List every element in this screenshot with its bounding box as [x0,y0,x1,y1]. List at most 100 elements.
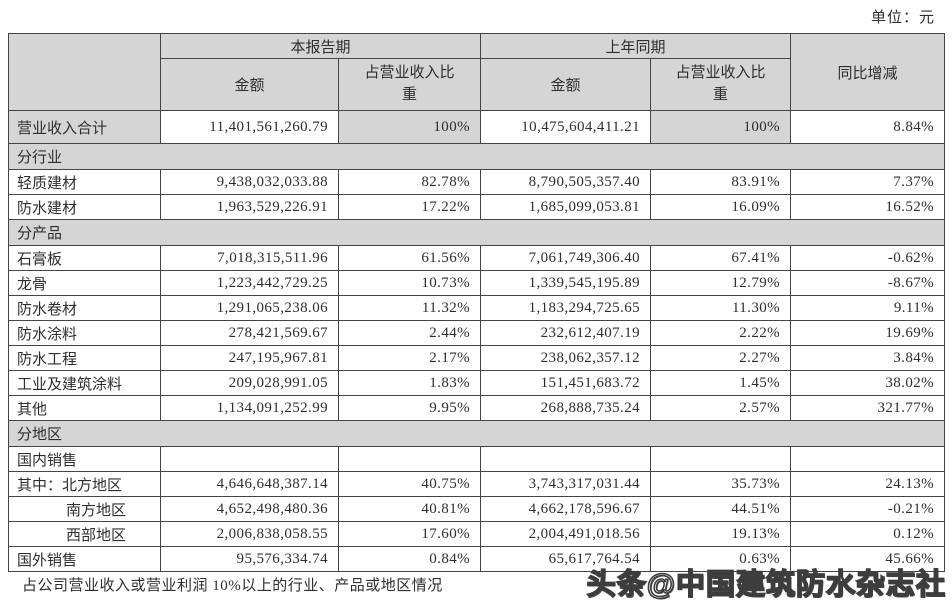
cur-pct-cell: 100% [337,110,482,144]
table-row: 南方地区 4,652,498,480.36 40.81% 4,662,178,596.… [8,496,946,522]
prior-pct-cell: 16.09% [650,194,792,220]
cur-amount-cell: 209,028,991.05 [160,370,339,396]
table-row: 国外销售 95,576,334.74 0.84% 65,617,764.54 0.63%… [8,546,946,572]
table-row: 防水卷材 1,291,065,238.06 11.32% 1,183,294,725.… [8,295,946,321]
cur-amount-cell: 1,223,442,729.25 [160,270,339,296]
table-row: 国内销售 [8,446,946,472]
prior-amount-cell: 151,451,683.72 [480,370,652,396]
cur-amount-cell: 7,018,315,511.96 [160,245,339,271]
cur-pct-cell: 17.22% [337,194,482,220]
row-label-cell: 龙骨 [8,270,161,296]
prior-pct-cell: 2.22% [650,320,792,346]
cur-pct-cell: 82.78% [337,169,482,195]
footer-note: 占公司营业收入或营业利润 10%以上的行业、产品或地区情况 [22,578,443,594]
prior-amount-header: 金额 [480,58,652,111]
revenue-table: 本报告期 上年同期 同比增减 金额 占营业收入比重 金额 占营业收入比重 营业收… [7,33,946,572]
row-label-cell: 南方地区 [8,496,161,522]
prior-pct-cell: 83.91% [650,169,792,195]
row-label-cell: 其他 [8,395,161,421]
unit-label: 单位：元 [870,10,935,26]
current-amount-header: 金额 [160,58,339,111]
row-label-cell: 其中：北方地区 [8,471,161,497]
table-row: 其他 1,134,091,252.99 9.95% 268,888,735.24 2.5… [8,395,946,421]
prior-amount-cell: 10,475,604,411.21 [480,110,652,144]
table-row: 西部地区 2,006,838,058.55 17.60% 2,004,491,018.… [8,521,946,547]
prior-pct-cell: 1.45% [650,370,792,396]
section-label: 分产品 [7,219,946,246]
cur-amount-cell: 247,195,967.81 [160,345,339,371]
row-label-cell: 防水建材 [8,194,161,220]
table-row: 石膏板 7,018,315,511.96 61.56% 7,061,749,306.4… [8,245,946,271]
yoy-header: 同比增减 [790,33,946,111]
section-row: 分地区 [7,420,946,447]
table-row: 龙骨 1,223,442,729.25 10.73% 1,339,545,195.89… [8,270,946,296]
yoy-cell: 38.02% [790,370,946,396]
prior-amount-cell: 1,685,099,053.81 [480,194,652,220]
prior-amount-cell: 238,062,357.12 [480,345,652,371]
cur-pct-cell: 2.17% [337,345,482,371]
cur-amount-cell: 1,134,091,252.99 [160,395,339,421]
yoy-cell: 24.13% [790,471,946,497]
current-pct-header: 占营业收入比重 [337,58,482,111]
prior-pct-cell: 2.27% [650,345,792,371]
cur-pct-cell [337,446,482,472]
section-row: 分行业 [7,143,946,170]
row-label-cell: 国内销售 [8,446,161,472]
prior-period-header: 上年同期 [480,33,792,59]
yoy-cell: 9.11% [790,295,946,321]
cur-amount-cell: 4,646,648,387.14 [160,471,339,497]
section-label: 分地区 [7,420,946,447]
prior-pct-cell: 100% [650,110,792,144]
prior-pct-cell [650,446,792,472]
row-label-cell: 防水工程 [8,345,161,371]
table-row: 防水建材 1,963,529,226.91 17.22% 1,685,099,053.… [8,194,946,220]
prior-amount-cell [480,446,652,472]
prior-amount-cell: 268,888,735.24 [480,395,652,421]
yoy-cell: 16.52% [790,194,946,220]
row-label-cell: 西部地区 [8,521,161,547]
section-row: 分产品 [7,219,946,246]
row-label-cell: 防水涂料 [8,320,161,346]
prior-pct-cell: 11.30% [650,295,792,321]
table-row: 工业及建筑涂料 209,028,991.05 1.83% 151,451,683.72… [8,370,946,396]
yoy-cell: 8.84% [790,110,946,144]
prior-pct-cell: 12.79% [650,270,792,296]
prior-amount-cell: 1,339,545,195.89 [480,270,652,296]
prior-pct-cell: 44.51% [650,496,792,522]
cur-amount-cell [160,446,339,472]
yoy-cell: -0.62% [790,245,946,271]
cur-amount-cell: 11,401,561,260.79 [160,110,339,144]
header-row-periods: 本报告期 上年同期 同比增减 [8,33,946,111]
row-label-cell: 石膏板 [8,245,161,271]
cur-amount-cell: 278,421,569.67 [160,320,339,346]
cur-pct-cell: 17.60% [337,521,482,547]
table-row: 轻质建材 9,438,032,033.88 82.78% 8,790,505,357.… [8,169,946,195]
corner-cell [8,33,161,111]
prior-amount-cell: 2,004,491,018.56 [480,521,652,547]
watermark: 头条@中国建筑防水杂志社 [586,568,946,602]
yoy-cell: 3.84% [790,345,946,371]
cur-pct-cell: 40.75% [337,471,482,497]
cur-pct-cell: 40.81% [337,496,482,522]
cur-amount-cell: 4,652,498,480.36 [160,496,339,522]
prior-pct-cell: 67.41% [650,245,792,271]
cur-pct-cell: 10.73% [337,270,482,296]
prior-amount-cell: 1,183,294,725.65 [480,295,652,321]
yoy-cell: -8.67% [790,270,946,296]
prior-pct-cell: 19.13% [650,521,792,547]
yoy-cell [790,446,946,472]
table-header: 本报告期 上年同期 同比增减 金额 占营业收入比重 金额 占营业收入比重 [8,33,946,111]
yoy-cell: 19.69% [790,320,946,346]
section-label: 分行业 [7,143,946,170]
row-label-cell: 国外销售 [8,546,161,572]
table-row: 防水工程 247,195,967.81 2.17% 238,062,357.12 2.2… [8,345,946,371]
cur-pct-cell: 1.83% [337,370,482,396]
yoy-cell: 321.77% [790,395,946,421]
row-label-cell: 轻质建材 [8,169,161,195]
cur-pct-cell: 9.95% [337,395,482,421]
table-row: 营业收入合计 11,401,561,260.79 100% 10,475,604,41… [8,110,946,144]
prior-amount-cell: 8,790,505,357.40 [480,169,652,195]
cur-amount-cell: 1,963,529,226.91 [160,194,339,220]
prior-pct-cell: 2.57% [650,395,792,421]
prior-pct-cell: 35.73% [650,471,792,497]
